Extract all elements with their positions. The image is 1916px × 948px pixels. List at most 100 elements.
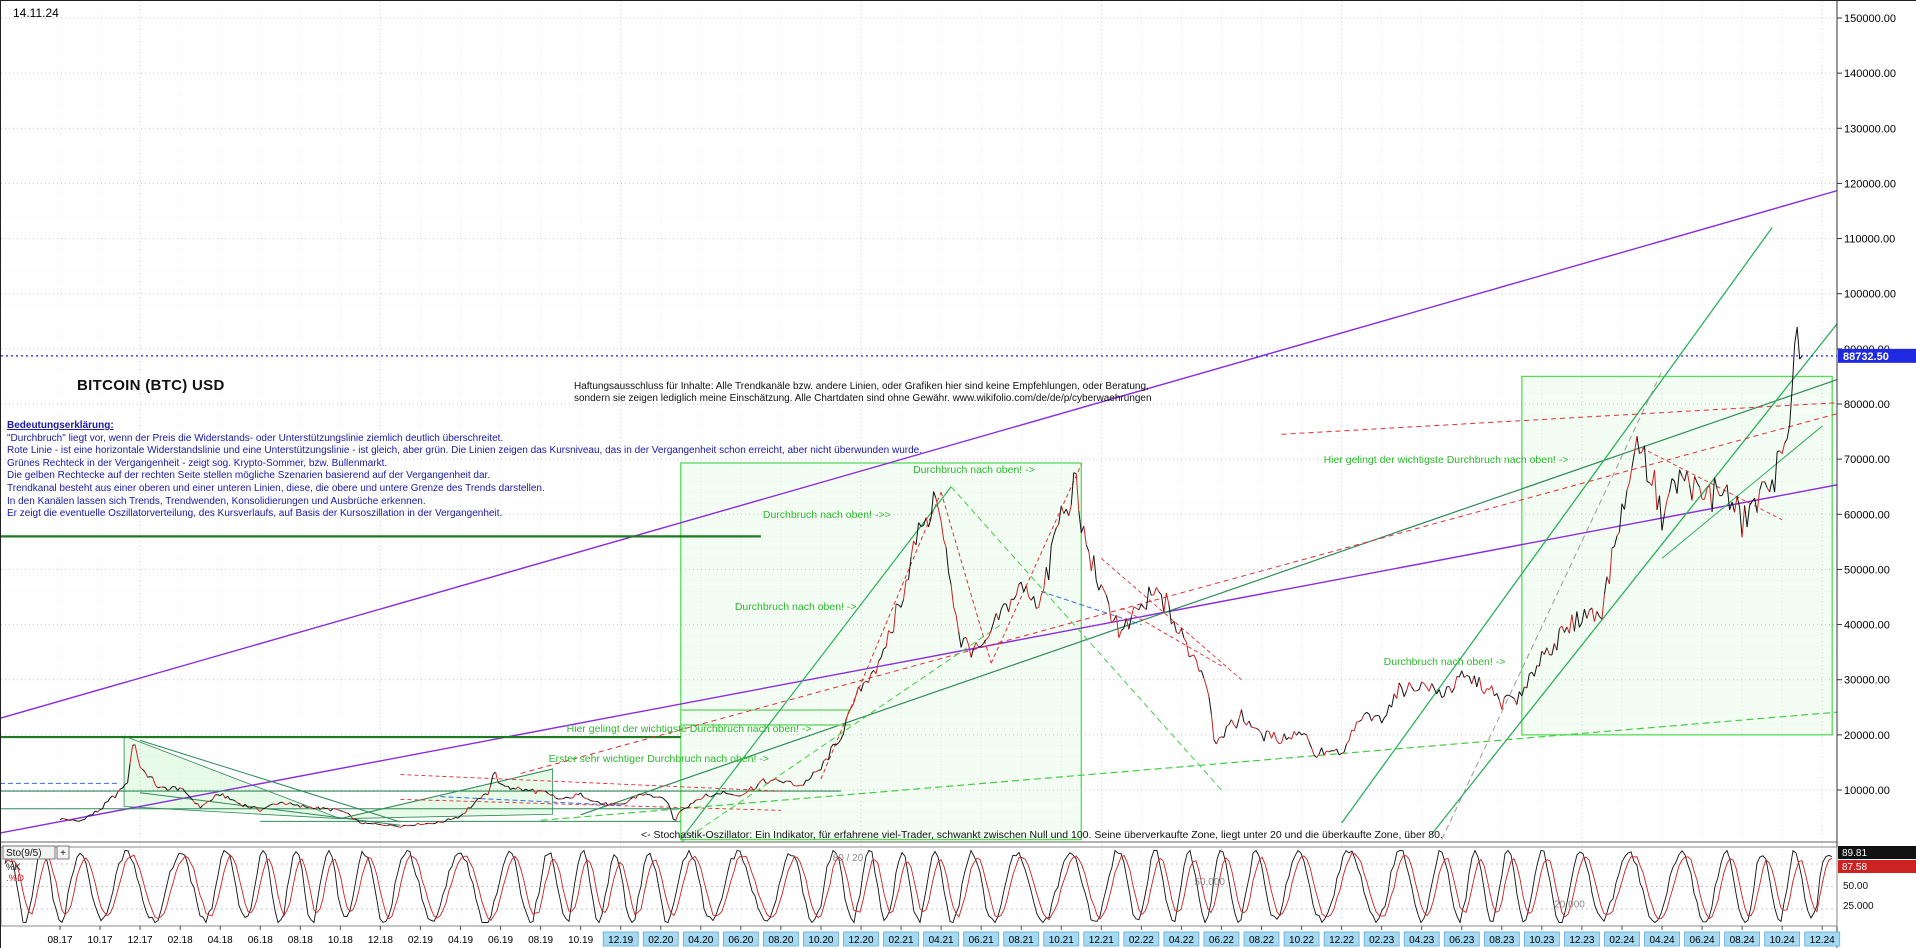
trendline	[1641, 447, 1783, 521]
trendline	[950, 486, 1222, 791]
trendline	[820, 492, 942, 780]
time-tick-label: 04.23	[1409, 935, 1434, 946]
time-tick-label: 10.18	[328, 935, 353, 946]
time-label-highlight	[1043, 931, 1080, 947]
trendline	[1041, 591, 1142, 626]
time-tick-label: 12.20	[848, 935, 873, 946]
time-label-highlight	[1283, 931, 1320, 947]
price-tick-label: 150000.00	[1844, 13, 1896, 25]
time-tick-label: 10.20	[808, 935, 833, 946]
time-tick-label: 06.21	[969, 935, 994, 946]
time-label-highlight	[642, 931, 679, 947]
trendlines	[1, 189, 1837, 842]
trendline	[1441, 370, 1663, 840]
time-label-highlight	[763, 931, 799, 947]
price-axis[interactable]: 10000.00 20000.00 30000.00 40000.00 50000.00…	[1837, 13, 1916, 797]
stochastic-note: <- Stochastik-Oszillator: Ein Indikator,…	[641, 829, 1443, 841]
d-label: .%D	[6, 873, 24, 884]
price-tick-label: 140000.00	[1844, 68, 1896, 80]
time-axis[interactable]: 08.17 10.17 12.17 02.18 04.18 06.18 08.18 10.18…	[47, 926, 1841, 947]
time-tick-label: 08.22	[1249, 935, 1274, 946]
breakout-annotation: Erster sehr wichtiger Durchbruch nach ob…	[549, 753, 769, 765]
time-tick-label: 12.23	[1569, 935, 1594, 946]
breakout-annotations: Durchbruch nach oben! -> Durchbruch nach …	[549, 454, 1569, 765]
k-label: %K	[6, 862, 21, 873]
legend-lines: "Durchbruch" liegt vor, wenn der Preis d…	[7, 433, 922, 521]
time-tick-label: 06.18	[248, 935, 273, 946]
breakout-annotation: Durchbruch nach oben! ->	[1384, 656, 1506, 668]
stochastic-k-line	[4, 849, 1833, 924]
time-tick-label: 04.24	[1649, 935, 1674, 946]
price-tick-label: 100000.00	[1844, 289, 1896, 301]
trendline	[400, 774, 781, 792]
legend-line: Er zeigt die eventuelle Oszillatorvertei…	[7, 508, 503, 520]
time-tick-label: 02.22	[1129, 935, 1154, 946]
time-label-highlight	[1363, 931, 1400, 947]
time-tick-label: 04.19	[448, 935, 473, 946]
stochastic: 80 / 20 50.000 20.000	[1, 849, 1837, 924]
time-tick-label: 10.23	[1529, 935, 1554, 946]
price-tick-label: 130000.00	[1844, 123, 1896, 135]
legend-block: Bedeutungserklärung: "Durchbruch" liegt …	[7, 420, 922, 521]
time-label-highlight	[803, 931, 839, 947]
trendline	[1341, 227, 1773, 824]
price-tick-label: 80000.00	[1844, 399, 1890, 411]
time-tick-label: 04.22	[1169, 935, 1194, 946]
date-label: 14.11.24	[13, 6, 59, 20]
time-label-highlight	[963, 931, 1000, 947]
time-tick-label: 04.18	[208, 935, 233, 946]
time-tick-label: 10.19	[568, 935, 593, 946]
stochastic-expand-button[interactable]	[56, 845, 70, 860]
time-tick-label: 12.17	[128, 935, 153, 946]
time-label-highlight	[682, 931, 719, 947]
time-label-highlight	[1644, 931, 1680, 947]
time-tick-label: 12.21	[1089, 935, 1114, 946]
time-tick-label: 08.18	[288, 935, 313, 946]
time-tick-label: 12.24	[1810, 935, 1835, 946]
stochastic-tick-label: 50.00	[1843, 881, 1868, 892]
stochastic-axis[interactable]: 89.81 87.58 50.00 25.000	[1838, 846, 1916, 912]
time-tick-label: 10.22	[1289, 935, 1314, 946]
legend-line: Die gelben Rechtecke auf der rechten Sei…	[7, 470, 491, 482]
current-price-tag	[1838, 348, 1916, 363]
stochastic-settings-button[interactable]	[2, 845, 56, 860]
disclaimer-line: Haftungsausschluss für Inhalte: Alle Tre…	[574, 381, 1149, 392]
trendline	[1281, 402, 1837, 435]
stochastic-level-label: 20.000	[1554, 900, 1585, 911]
price-tick-label: 30000.00	[1844, 675, 1890, 687]
trendline	[990, 464, 1082, 664]
time-label-highlight	[1483, 931, 1520, 947]
legend-line: In den Kanälen lassen sich Trends, Trend…	[7, 495, 426, 507]
time-label-highlight	[883, 931, 919, 947]
bull-market-box	[680, 462, 1082, 841]
disclaimer: Haftungsausschluss für Inhalte: Alle Tre…	[574, 381, 1152, 404]
trendline	[400, 798, 781, 811]
time-label-highlight	[1203, 931, 1240, 947]
stochastic-d-tag	[1838, 860, 1916, 873]
time-tick-label: 12.19	[608, 935, 633, 946]
legend-line: Grünes Rechteck in der Vergangenheit - z…	[7, 457, 388, 469]
time-label-highlight	[1323, 931, 1360, 947]
expand-icon: +	[60, 848, 66, 859]
time-label-highlight	[1403, 931, 1440, 947]
legend-line: Trendkanal besteht aus einer oberen und …	[7, 482, 545, 494]
breakout-annotation: Durchbruch nach oben! ->	[735, 601, 857, 613]
trendline	[440, 796, 621, 806]
breakout-annotation: Durchbruch nach oben! ->>	[763, 509, 891, 521]
breakout-annotation: Hier gelingt der wichtigste Durchbruch n…	[567, 723, 812, 735]
price-tick-label: 40000.00	[1844, 620, 1890, 632]
trendline	[580, 379, 1837, 816]
time-tick-label: 04.21	[929, 935, 954, 946]
time-label-highlight	[1804, 931, 1841, 947]
stochastic-label: Sto(9/5)	[6, 848, 42, 859]
price-tick-label: 50000.00	[1844, 564, 1890, 576]
time-label-highlight	[923, 931, 959, 947]
legend-line: Rote Linie - ist eine horizontale Widers…	[7, 445, 922, 457]
time-tick-label: 02.19	[408, 935, 433, 946]
time-tick-label: 10.21	[1049, 935, 1074, 946]
disclaimer-line: sondern sie zeigen lediglich meine Einsc…	[574, 392, 1152, 404]
time-tick-label: 02.23	[1369, 935, 1394, 946]
